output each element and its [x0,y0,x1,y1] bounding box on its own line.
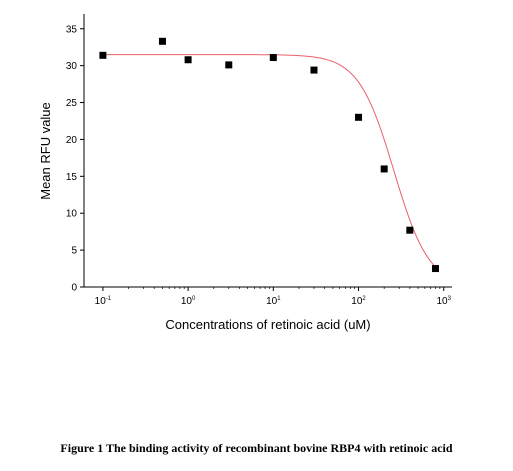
y-tick-label: 15 [66,172,78,183]
y-tick-label: 25 [66,98,78,109]
y-tick-label: 10 [66,209,78,220]
data-point [310,66,318,74]
data-point [225,61,233,69]
x-tick-label: 10-1 [95,296,112,307]
axes [83,14,452,288]
y-tick-label: 0 [71,283,77,294]
y-tick-label: 35 [66,24,78,35]
figure-caption: Figure 1 The binding activity of recombi… [60,441,453,455]
fit-curve [102,54,436,268]
y-ticks: 0 5 10 15 20 25 30 35 [66,24,84,294]
data-point [355,113,363,121]
data-point [380,165,388,173]
data-point [184,56,192,64]
x-tick-label: 102 [351,296,366,307]
data-point [158,37,166,45]
x-ticks: 10-1 100 101 102 103 [95,287,452,307]
data-point [99,51,107,59]
data-points [99,37,439,273]
y-tick-label: 20 [66,135,78,146]
x-tick-label: 103 [437,296,452,307]
data-point [431,265,439,273]
x-tick-label: 101 [266,296,281,307]
x-axis-title: Concentrations of retinoic acid (uM) [165,317,370,332]
chart: 0 5 10 15 20 25 30 35 10-1 100 101 102 103 Concentr… [38,14,452,332]
y-tick-label: 30 [66,61,78,72]
data-point [406,226,414,234]
x-tick-label: 100 [181,296,196,307]
y-tick-label: 5 [71,246,77,257]
y-axis-title: Mean RFU value [38,102,53,200]
data-point [269,54,277,62]
